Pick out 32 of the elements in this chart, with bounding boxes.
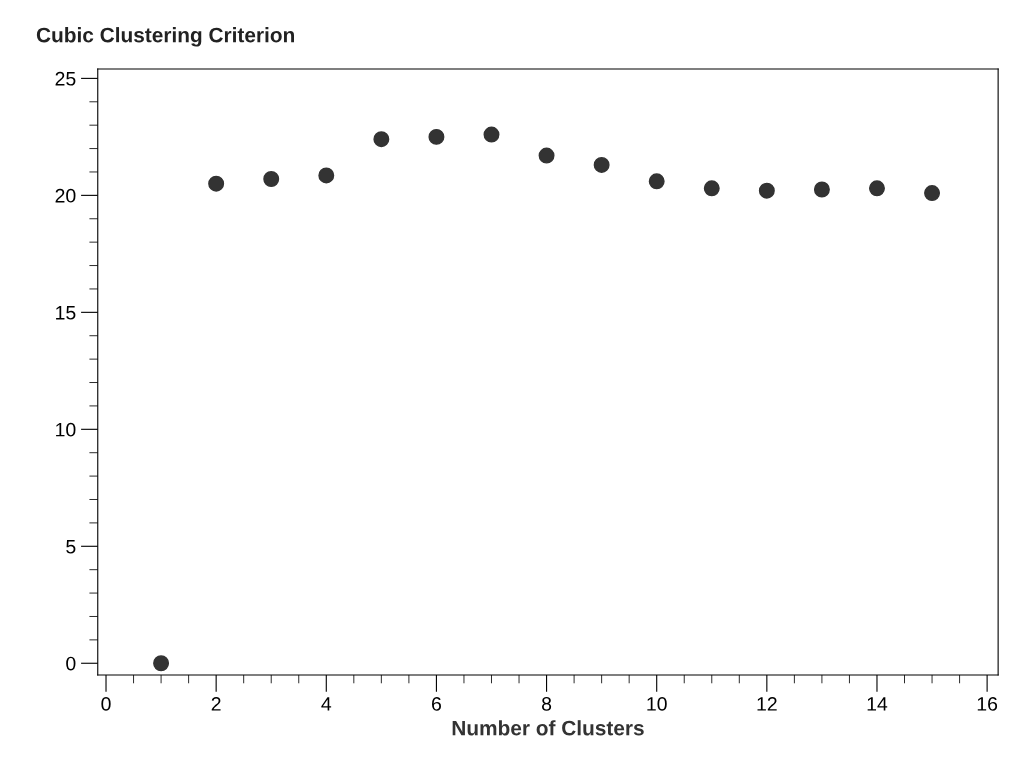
point	[263, 171, 280, 187]
point	[648, 173, 665, 190]
point	[208, 175, 225, 192]
x-tick-label: 6	[432, 697, 441, 711]
y-tick-label: 15	[56, 306, 76, 320]
y-tick-label: 20	[55, 188, 76, 203]
point	[373, 131, 390, 148]
y-axis-title: Cubic Clustering Criterion	[36, 27, 294, 47]
x-tick-label: 14	[867, 697, 888, 711]
point	[758, 182, 775, 199]
point	[813, 181, 830, 198]
y-tick-label: 5	[66, 539, 76, 554]
y-tick-label: 0	[66, 656, 76, 671]
point	[869, 180, 885, 197]
x-tick-label: 4	[321, 697, 332, 711]
x-tick-label: 10	[647, 697, 667, 711]
x-tick-label: 2	[211, 697, 221, 711]
x-tick-label: 8	[542, 697, 552, 711]
x-axis-title: Number of Clusters	[452, 720, 644, 736]
point	[538, 147, 555, 164]
point	[153, 655, 170, 672]
x-tick-label: 16	[977, 697, 998, 711]
x-tick-label: 12	[757, 697, 777, 711]
point	[924, 185, 941, 202]
y-tick-label: 10	[56, 422, 76, 437]
point	[483, 126, 500, 143]
point	[593, 156, 610, 173]
point	[428, 128, 445, 145]
point	[318, 167, 335, 184]
point	[703, 180, 720, 197]
y-tick-label: 25	[55, 71, 76, 86]
x-tick-label: 0	[101, 697, 111, 711]
